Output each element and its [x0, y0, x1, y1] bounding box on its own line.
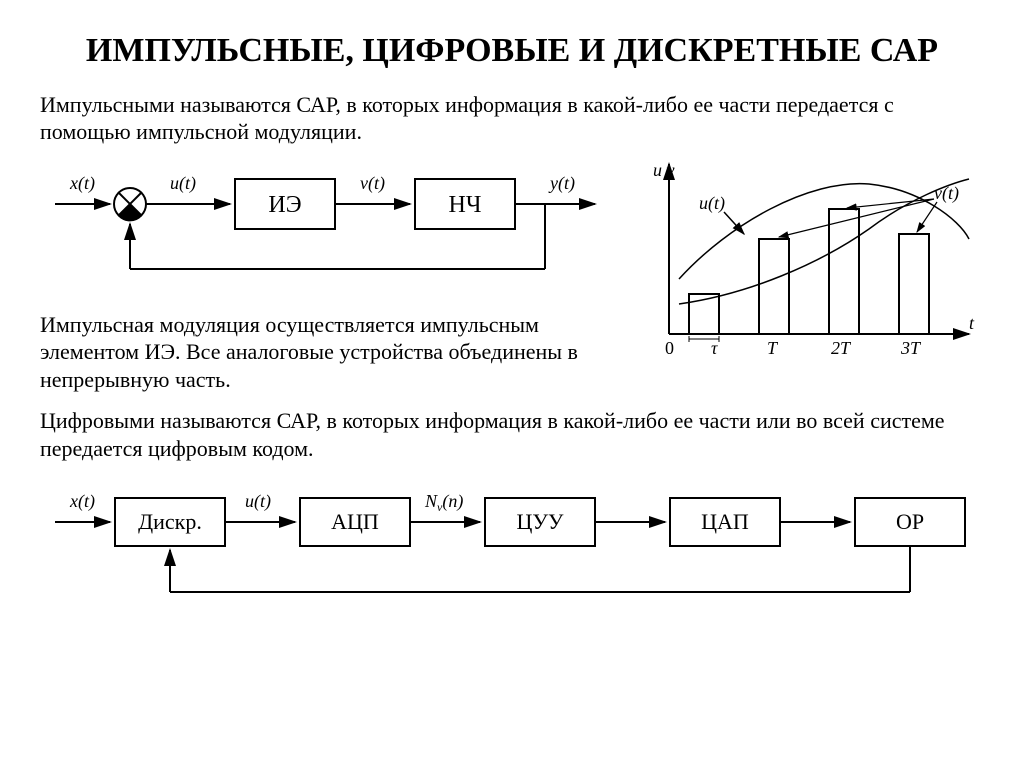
signal-u: u(t)	[170, 173, 196, 194]
page-title: ИМПУЛЬСНЫЕ, ЦИФРОВЫЕ И ДИСКРЕТНЫЕ САР	[40, 30, 984, 73]
pulse-bars	[689, 209, 929, 334]
tick-3T: 3T	[900, 338, 922, 358]
tick-T: T	[767, 338, 779, 358]
label-ut: u(t)	[699, 193, 725, 214]
block-adc-label: АЦП	[331, 509, 379, 534]
paragraph-3: Цифровыми называются САР, в которых инфо…	[40, 407, 984, 462]
label-vt: v(t)	[934, 183, 959, 204]
svg-text:Nv(n): Nv(n)	[424, 491, 463, 514]
tick-0: 0	[665, 338, 674, 358]
pulse-chart: u v t u(t) v(t)	[644, 154, 984, 379]
d2-signal-x: x(t)	[69, 491, 95, 512]
y-axis-label: u v	[653, 160, 675, 180]
block-or-label: ОР	[896, 509, 924, 534]
x-axis-label: t	[969, 313, 975, 333]
summing-junction	[114, 188, 146, 221]
block-diagram-1: x(t) u(t) ИЭ v(t)	[40, 154, 624, 299]
signal-y: y(t)	[548, 173, 575, 194]
signal-x: x(t)	[69, 173, 95, 194]
paragraph-2: Импульсная модуляция осуществляется импу…	[40, 311, 624, 394]
signal-v: v(t)	[360, 173, 385, 194]
tick-tau: τ	[711, 338, 718, 358]
d2-signal-nv: Nv(n)	[424, 491, 463, 514]
block-diagram-2: x(t) Дискр. u(t) АЦП Nv(n) ЦУУ ЦАП ОР	[40, 472, 984, 627]
block-diskr-label: Дискр.	[138, 509, 202, 534]
block-ie-label: ИЭ	[268, 192, 301, 218]
tick-2T: 2T	[831, 338, 852, 358]
block-dac-label: ЦАП	[701, 509, 749, 534]
block-nch-label: НЧ	[449, 192, 482, 218]
d2-signal-u: u(t)	[245, 491, 271, 512]
paragraph-1: Импульсными называются САР, в которых ин…	[40, 91, 984, 146]
block-cuu-label: ЦУУ	[516, 509, 563, 534]
